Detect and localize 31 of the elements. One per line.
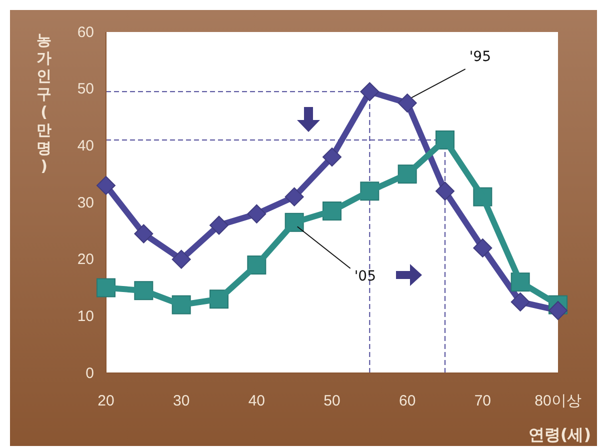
point bbox=[134, 224, 154, 244]
point bbox=[210, 216, 228, 235]
point bbox=[96, 176, 116, 195]
point bbox=[284, 187, 304, 206]
y-tick-label: 20 bbox=[77, 251, 94, 268]
x-tick-label: 30 bbox=[172, 392, 190, 410]
y-tick-label: 50 bbox=[77, 80, 94, 98]
y-tick-label: 30 bbox=[77, 194, 94, 212]
x-tick-label: 50 bbox=[324, 392, 340, 410]
point bbox=[398, 94, 417, 113]
y-axis-title: 농가인구(만명) bbox=[36, 31, 52, 175]
x-tick-label: 20 bbox=[98, 392, 114, 410]
text: '05 bbox=[354, 268, 376, 284]
point bbox=[548, 300, 568, 320]
x-tick-label: 70 bbox=[474, 392, 492, 410]
point bbox=[172, 250, 191, 269]
y-tick-label: 60 bbox=[77, 24, 94, 41]
text: '95 bbox=[469, 49, 492, 66]
x-axis-title: 연령(세) bbox=[528, 425, 591, 444]
y-tick-label: 10 bbox=[77, 308, 94, 325]
x-tick-label: 40 bbox=[248, 392, 266, 410]
point bbox=[322, 148, 342, 167]
y-tick-label: 0 bbox=[86, 364, 94, 382]
point bbox=[510, 292, 530, 312]
point bbox=[473, 238, 492, 258]
point bbox=[247, 204, 266, 224]
x-tick-label: 60 bbox=[398, 392, 416, 410]
point bbox=[436, 182, 454, 201]
y-tick-label: 40 bbox=[77, 137, 94, 154]
x-tick-label: 80이상 bbox=[534, 392, 582, 410]
point bbox=[360, 82, 380, 102]
